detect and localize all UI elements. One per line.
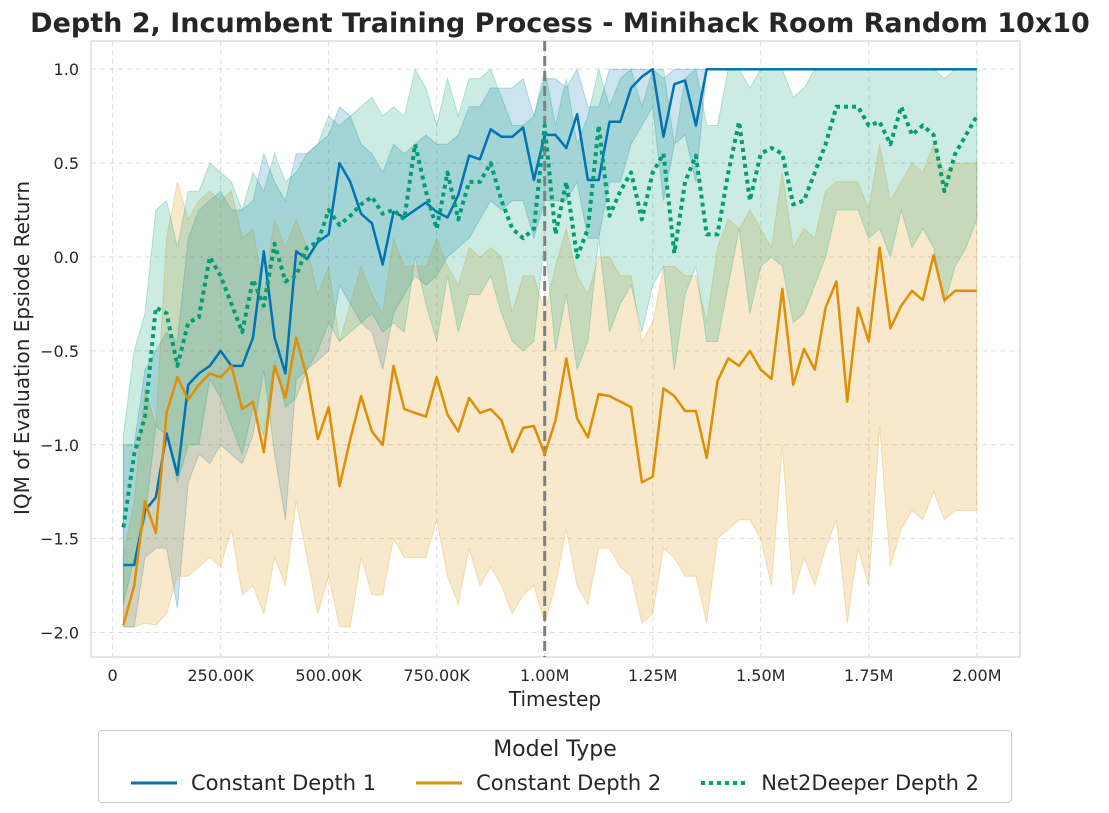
legend-label-net2deeper-depth-2: Net2Deeper Depth 2 xyxy=(761,771,979,795)
legend-item-constant-depth-2: Constant Depth 2 xyxy=(416,771,661,795)
x-tick-label-6: 1.50M xyxy=(736,666,785,685)
x-tick-label-5: 1.25M xyxy=(628,666,677,685)
x-tick-label-8: 2.00M xyxy=(952,666,1001,685)
y-tick-label-1: −1.5 xyxy=(40,530,79,549)
legend-swatch-constant-depth-1 xyxy=(131,781,177,785)
legend-swatch-net2deeper-depth-2 xyxy=(701,781,748,785)
x-tick-label-1: 250.00K xyxy=(187,666,254,685)
legend-label-constant-depth-2: Constant Depth 2 xyxy=(476,771,662,795)
legend: Model Type Constant Depth 1 Constant Dep… xyxy=(98,730,1012,803)
x-tick-label-3: 750.00K xyxy=(403,666,470,685)
band-series-2 xyxy=(122,67,978,605)
legend-items: Constant Depth 1 Constant Depth 2 Net2De… xyxy=(99,771,1011,795)
y-tick-label-0: −2.0 xyxy=(40,624,79,643)
x-tick-label-0: 0 xyxy=(108,666,118,685)
line-series-1 xyxy=(122,246,977,626)
chart-title: Depth 2, Incumbent Training Process - Mi… xyxy=(30,8,1090,39)
y-tick-label-4: 0.0 xyxy=(54,248,79,267)
x-tick-label-2: 500.00K xyxy=(295,666,362,685)
line-series-2 xyxy=(121,104,979,528)
x-tick-label-7: 1.75M xyxy=(844,666,893,685)
y-tick-label-3: −0.5 xyxy=(40,342,79,361)
y-tick-label-6: 1.0 xyxy=(54,60,79,79)
legend-label-constant-depth-1: Constant Depth 1 xyxy=(191,771,377,795)
line-series-0 xyxy=(123,67,977,567)
band-series-1 xyxy=(122,142,978,628)
x-axis-label: Timestep xyxy=(508,687,601,711)
legend-item-net2deeper-depth-2: Net2Deeper Depth 2 xyxy=(701,771,979,795)
plot-frame xyxy=(90,40,1021,658)
legend-swatch-constant-depth-2 xyxy=(416,781,463,785)
legend-title: Model Type xyxy=(493,737,617,762)
plot-area: 0 250.00K 500.00K 750.00K 1.00M 1.25M 1.50M 1.7… xyxy=(40,40,1021,685)
legend-item-constant-depth-1: Constant Depth 1 xyxy=(131,771,376,795)
y-axis-label: IQM of Evaluation Epsiode Return xyxy=(10,181,34,515)
y-tick-label-5: 0.5 xyxy=(54,154,79,173)
y-tick-label-2: −1.0 xyxy=(40,436,79,455)
x-tick-label-4: 1.00M xyxy=(520,666,569,685)
